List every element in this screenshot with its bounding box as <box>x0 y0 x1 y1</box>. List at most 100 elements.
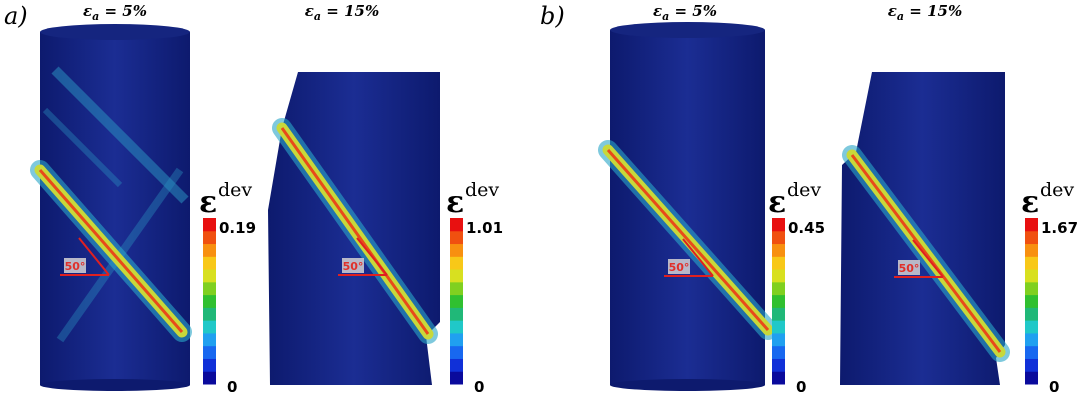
colorbar-step <box>772 218 785 232</box>
specimen-title: εa = 15% <box>888 2 962 23</box>
colorbar-min: 0 <box>796 378 806 396</box>
colorbar-step <box>450 218 463 232</box>
title-subscript: a <box>314 10 321 23</box>
colorbar-step <box>203 256 216 270</box>
colorbar-step <box>450 358 463 372</box>
colorbar-step <box>772 320 785 334</box>
colorbar-symbol: ε <box>446 185 464 220</box>
colorbar-max: 1.67 <box>1041 219 1078 237</box>
shear-band-core <box>38 169 184 333</box>
shear-band-core <box>606 149 770 331</box>
colorbar-step <box>772 371 785 385</box>
colorbar-step <box>450 294 463 308</box>
colorbar-step <box>450 269 463 283</box>
colorbar-step <box>450 332 463 347</box>
shear-band-core <box>280 127 430 335</box>
secondary-band <box>42 107 123 188</box>
colorbar-step <box>203 230 216 245</box>
angle-arm <box>78 237 110 276</box>
colorbar-min: 0 <box>474 378 484 396</box>
colorbar-step <box>772 358 785 372</box>
specimen-top <box>40 24 190 40</box>
specimen-title: εa = 15% <box>305 2 379 23</box>
colorbar-step <box>1025 294 1038 308</box>
angle-box <box>898 260 920 275</box>
colorbar-step <box>1025 243 1038 257</box>
colorbar-step <box>203 358 216 372</box>
specimen <box>610 30 765 385</box>
title-text: = 15% <box>321 2 379 20</box>
colorbar-step <box>203 332 216 347</box>
colorbar-step <box>450 371 463 385</box>
colorbar-step <box>772 256 785 270</box>
title-symbol: ε <box>83 2 92 20</box>
specimen-bottom <box>40 379 190 391</box>
colorbar-step <box>450 307 463 321</box>
title-subscript: a <box>897 10 904 23</box>
colorbar-step <box>1025 307 1038 321</box>
title-symbol: ε <box>888 2 897 20</box>
angle-label: 50° <box>899 262 920 275</box>
specimen-bottom <box>610 379 765 391</box>
title-subscript: a <box>662 10 669 23</box>
colorbar-step <box>1025 371 1038 385</box>
colorbar-symbol: ε <box>199 185 217 220</box>
colorbar-step <box>1025 281 1038 296</box>
title-text: = 5% <box>669 2 717 20</box>
colorbar-step <box>1025 256 1038 270</box>
colorbar-step <box>772 243 785 257</box>
colorbar-step <box>203 307 216 321</box>
title-subscript: a <box>92 10 99 23</box>
colorbar-step <box>450 230 463 245</box>
colorbar-step <box>450 256 463 270</box>
secondary-band <box>51 66 189 204</box>
angle-box <box>64 258 86 273</box>
colorbar-max: 0.19 <box>219 219 256 237</box>
colorbar-superscript: dev <box>1040 179 1074 201</box>
colorbar-step <box>1025 218 1038 232</box>
colorbar-max: 0.45 <box>788 219 825 237</box>
colorbar-superscript: dev <box>465 179 499 201</box>
colorbar-superscript: dev <box>787 179 821 201</box>
title-symbol: ε <box>653 2 662 20</box>
colorbar-step <box>203 345 216 359</box>
colorbar-step <box>1025 320 1038 334</box>
colorbar-step <box>203 243 216 257</box>
angle-label: 50° <box>343 260 364 273</box>
colorbar-step <box>450 345 463 359</box>
title-symbol: ε <box>305 2 314 20</box>
angle-arm <box>682 238 714 277</box>
specimen-title: εa = 5% <box>83 2 147 23</box>
specimen-title: εa = 5% <box>653 2 717 23</box>
colorbar-symbol: ε <box>768 185 786 220</box>
angle-label: 50° <box>65 260 86 273</box>
colorbar-step <box>203 281 216 296</box>
colorbar-step <box>203 218 216 232</box>
colorbar-step <box>203 294 216 308</box>
colorbar-step <box>772 332 785 347</box>
colorbar-step <box>203 371 216 385</box>
colorbar-step <box>1025 358 1038 372</box>
panel-label: b) <box>540 2 565 30</box>
shear-band-core <box>850 154 1002 353</box>
colorbar-step <box>203 269 216 283</box>
colorbar-step <box>1025 230 1038 245</box>
colorbar-step <box>450 281 463 296</box>
colorbar-step <box>1025 269 1038 283</box>
colorbar-step <box>450 320 463 334</box>
specimen-top <box>610 22 765 38</box>
colorbar-step <box>1025 332 1038 347</box>
colorbar-step <box>772 307 785 321</box>
colorbar-step <box>772 281 785 296</box>
colorbar-step <box>772 345 785 359</box>
angle-box <box>342 258 364 273</box>
colorbar-min: 0 <box>1049 378 1059 396</box>
colorbar-step <box>1025 345 1038 359</box>
angle-arm <box>912 239 944 278</box>
colorbar-step <box>203 320 216 334</box>
colorbar-step <box>772 230 785 245</box>
colorbar-step <box>772 269 785 283</box>
angle-label: 50° <box>669 261 690 274</box>
title-text: = 15% <box>904 2 962 20</box>
